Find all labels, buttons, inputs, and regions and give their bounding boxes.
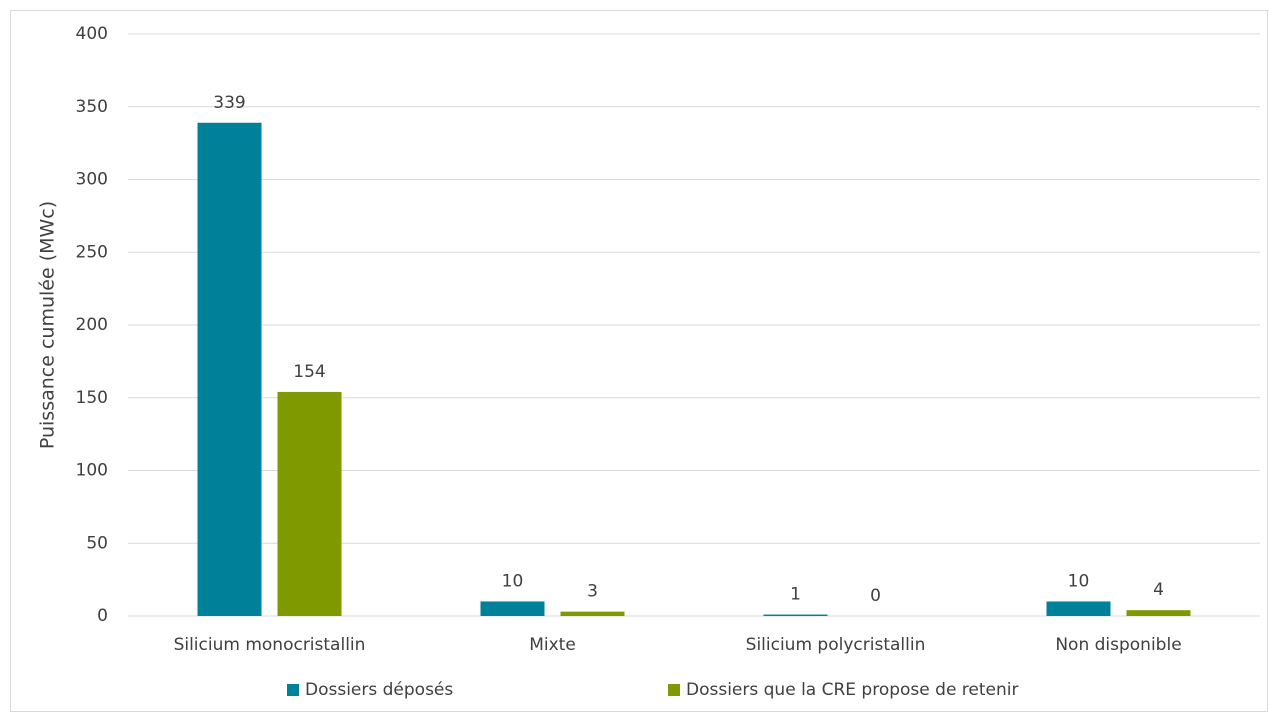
legend-label: Dossiers que la CRE propose de retenir <box>686 680 1019 700</box>
y-tick-label: 250 <box>76 242 108 262</box>
y-tick-label: 150 <box>76 388 108 408</box>
y-tick-label: 0 <box>97 606 108 626</box>
y-tick-label: 50 <box>86 533 108 553</box>
x-tick-label: Silicium monocristallin <box>174 635 366 655</box>
data-label: 154 <box>293 362 325 382</box>
y-tick-label: 400 <box>76 24 108 44</box>
bar <box>277 391 342 616</box>
legend-swatch <box>668 684 680 696</box>
bar <box>197 122 262 616</box>
x-tick-label: Mixte <box>529 635 576 655</box>
bar <box>480 601 545 616</box>
y-tick-label: 100 <box>76 461 108 481</box>
y-tick-label: 350 <box>76 97 108 117</box>
data-label: 10 <box>1068 571 1090 591</box>
y-tick-label: 200 <box>76 315 108 335</box>
bar <box>560 611 625 616</box>
x-tick-label: Non disponible <box>1055 635 1181 655</box>
y-axis-label: Puissance cumulée (MWc) <box>37 201 59 449</box>
bar <box>763 614 828 616</box>
data-label: 3 <box>587 582 598 602</box>
data-label: 1 <box>790 585 801 605</box>
legend-label: Dossiers déposés <box>305 680 453 700</box>
legend-swatch <box>287 684 299 696</box>
data-label: 339 <box>213 93 245 113</box>
data-label: 0 <box>870 586 881 606</box>
x-tick-label: Silicium polycristallin <box>746 635 926 655</box>
data-label: 10 <box>502 571 524 591</box>
y-tick-label: 300 <box>76 170 108 190</box>
bar <box>1046 601 1111 616</box>
bar <box>1126 610 1191 616</box>
data-label: 4 <box>1153 580 1164 600</box>
